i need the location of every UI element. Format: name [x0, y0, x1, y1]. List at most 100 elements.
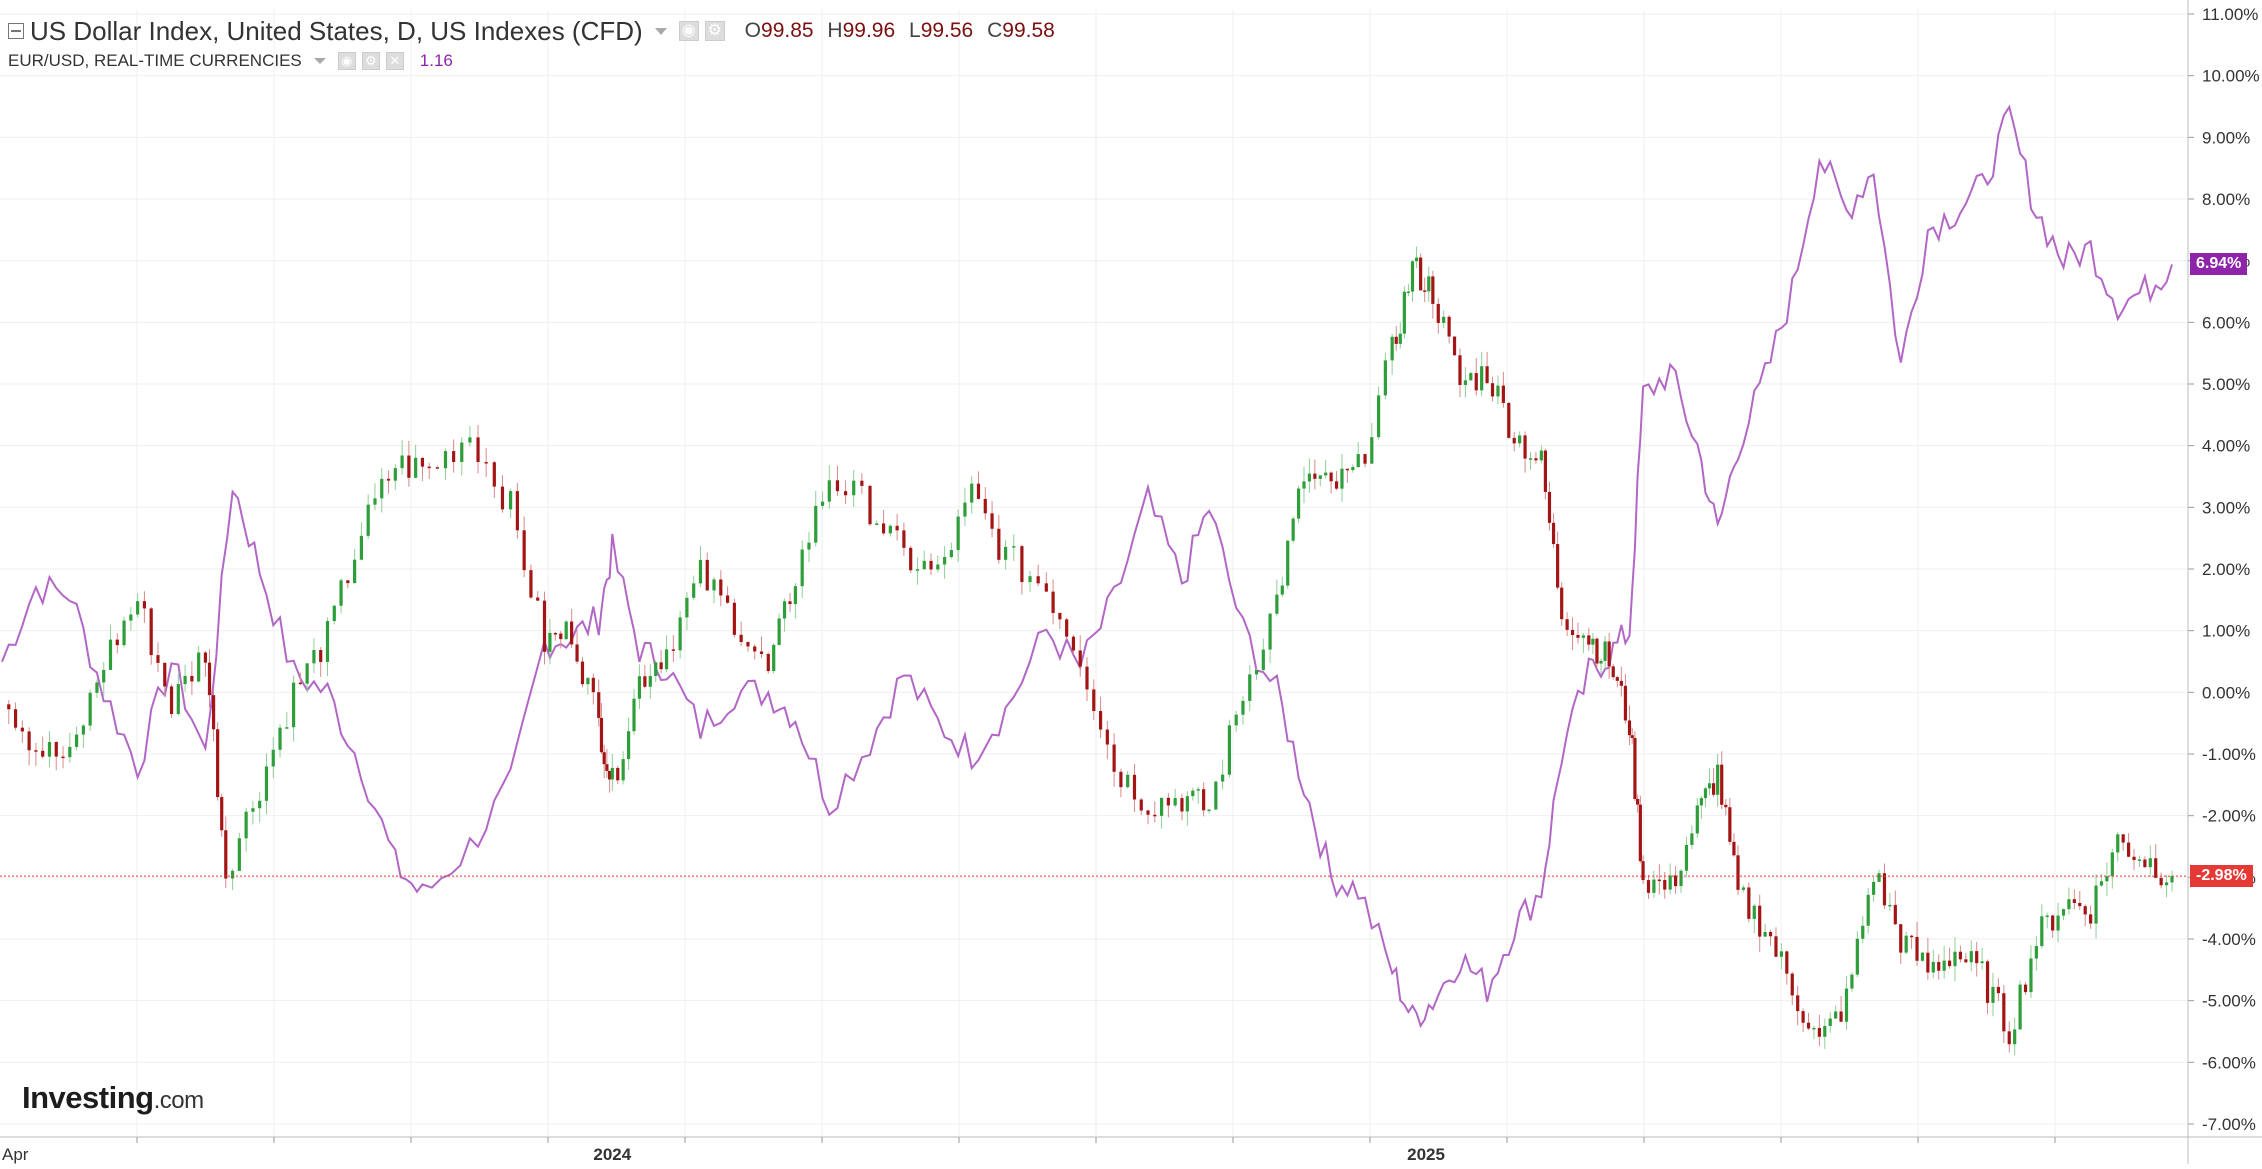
candle-body [820, 501, 825, 506]
gear-icon[interactable]: ⚙ [704, 21, 725, 41]
candle-body [1307, 473, 1312, 482]
candle-body [827, 480, 831, 502]
eye-icon[interactable]: ◉ [678, 21, 699, 41]
candle-body [643, 676, 647, 687]
candle-body [1638, 804, 1642, 862]
candle-body [2034, 946, 2038, 959]
y-tick-label: 10.00% [2202, 67, 2260, 86]
candle-body [2029, 958, 2033, 993]
candle-body [1844, 988, 1849, 1022]
candle-body [1716, 764, 1720, 795]
main-symbol-row[interactable]: US Dollar Index, United States, D, US In… [8, 14, 1055, 48]
compare-close-icon[interactable]: ✕ [385, 52, 404, 70]
compare-eye-icon[interactable]: ◉ [337, 52, 356, 70]
candle-body [1280, 585, 1284, 595]
candle-body [2170, 876, 2174, 883]
candle-body [2072, 899, 2076, 903]
candle-body [373, 498, 377, 505]
candle-body [1599, 660, 1603, 664]
candle-body [648, 676, 652, 687]
candle-body [1132, 774, 1137, 800]
candle-body [122, 620, 126, 646]
candle-body [1261, 649, 1265, 671]
candle-body [1071, 636, 1076, 651]
candle-body [814, 505, 818, 543]
candle-body [1657, 879, 1661, 882]
candle-body [915, 569, 920, 571]
candle-body [1119, 771, 1123, 788]
candle-body [1603, 641, 1607, 661]
compare-dropdown-caret-icon[interactable] [313, 58, 326, 64]
candle-body [1363, 454, 1367, 464]
y-tick-label: 6.00% [2202, 313, 2250, 332]
candle-body [1855, 938, 1859, 975]
candle-body [1507, 402, 1511, 438]
candle-body [1302, 481, 1306, 489]
candle-body [1356, 454, 1360, 468]
candle-body [1159, 797, 1164, 816]
candle-body [1185, 796, 1189, 812]
candle-body [435, 467, 439, 469]
candle-body [564, 621, 568, 640]
candle-body [1861, 925, 1865, 939]
candle-body [1202, 789, 1206, 811]
candle-body [1752, 905, 1756, 919]
high-label: H [827, 19, 843, 42]
dropdown-caret-icon[interactable] [654, 27, 667, 35]
candle-body [1823, 1025, 1827, 1037]
candle-body [1414, 257, 1419, 262]
candle-body [325, 621, 330, 663]
investing-logo[interactable]: Investing.com [22, 1080, 204, 1116]
candle-body [2083, 906, 2087, 915]
candle-body [149, 608, 153, 656]
candle-body [1576, 635, 1580, 638]
candle-body [1324, 472, 1328, 476]
compare-gear-icon[interactable]: ⚙ [361, 52, 380, 70]
candle-body [632, 698, 636, 732]
candle-body [902, 530, 906, 548]
collapse-icon[interactable] [8, 23, 24, 39]
candle-body [1942, 960, 1946, 971]
candle-body [2110, 852, 2114, 877]
candle-body [484, 462, 488, 464]
candle-body [1345, 468, 1349, 471]
compare-symbol-row[interactable]: EUR/USD, REAL-TIME CURRENCIES ◉ ⚙ ✕ 1.16 [8, 48, 1055, 74]
candle-body [712, 579, 716, 591]
candle-body [1611, 666, 1615, 678]
candle-body [1028, 576, 1032, 583]
candle-body [176, 684, 180, 714]
candle-body [1447, 316, 1451, 337]
candle-body [61, 756, 65, 759]
compare-symbol-title[interactable]: EUR/USD, REAL-TIME CURRENCIES [8, 51, 302, 70]
candle-body [41, 750, 45, 757]
candle-body [542, 600, 547, 652]
main-symbol-title[interactable]: US Dollar Index, United States, D, US In… [30, 15, 643, 46]
candle-body [500, 486, 505, 510]
candle-body [1806, 1022, 1811, 1029]
candle-body [1490, 383, 1495, 397]
candle-body [990, 513, 994, 529]
candle-body [1711, 783, 1716, 795]
y-tick-label: -2.00% [2202, 807, 2256, 826]
candle-body [1036, 576, 1040, 584]
candle-body [580, 661, 585, 685]
candle-body [508, 491, 513, 510]
candle-body [1581, 635, 1585, 638]
candle-body [298, 682, 302, 685]
candle-body [414, 457, 418, 478]
candle-body [746, 641, 750, 647]
candle-body [1469, 373, 1473, 381]
candle-body [476, 437, 480, 463]
candle-body [81, 725, 85, 735]
candle-body [1915, 936, 1919, 961]
candle-body [1153, 814, 1157, 817]
candle-body [220, 797, 224, 831]
candle-body [777, 618, 781, 645]
candle-body [1633, 737, 1637, 799]
candle-body [1390, 336, 1394, 361]
candle-body [1668, 875, 1672, 890]
candle-body [1431, 276, 1435, 304]
candle-body [108, 639, 113, 670]
